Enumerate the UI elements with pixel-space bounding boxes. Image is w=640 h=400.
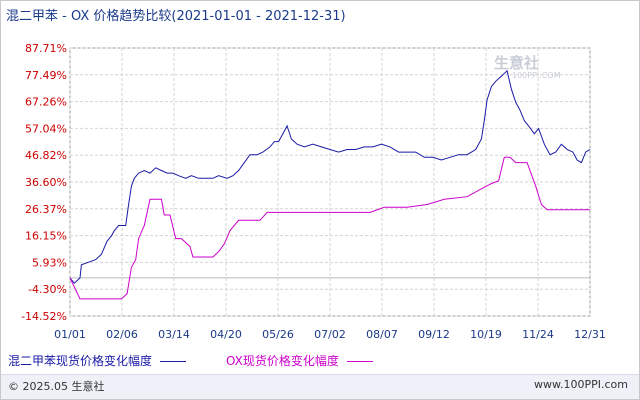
- x-tick-label: 07/02: [314, 328, 346, 341]
- watermark-logo-text: 生意社: [494, 54, 540, 72]
- y-tick-label: 57.04%: [25, 122, 67, 135]
- y-tick-label: 46.82%: [25, 149, 67, 162]
- footer-copyright: © 2025.05 生意社: [8, 380, 105, 393]
- y-tick-label: -14.52%: [21, 310, 67, 323]
- footer-bar: [1, 374, 639, 399]
- legend-swatch-series-1: [160, 361, 187, 362]
- chart-title: 混二甲苯 - OX 价格趋势比较(2021-01-01 - 2021-12-31…: [6, 9, 346, 24]
- y-axis: 87.71% 77.49% 67.26% 57.04% 46.82% 36.60% 26.3…: [21, 42, 67, 323]
- legend-label-series-1: 混二甲苯现货价格变化幅度: [8, 354, 153, 368]
- series-lines: [69, 69, 591, 300]
- x-tick-label: 09/12: [418, 328, 450, 341]
- y-tick-label: 36.60%: [25, 176, 67, 189]
- x-tick-label: 04/20: [210, 328, 242, 341]
- y-tick-label: 16.15%: [25, 230, 67, 243]
- y-tick-label: -4.30%: [28, 283, 67, 296]
- watermark-url: 100PPI.COM: [512, 71, 561, 80]
- x-tick-label: 05/26: [262, 328, 294, 341]
- chart-grid: [69, 47, 591, 317]
- legend-label-series-2: OX现货价格变化幅度: [226, 354, 339, 368]
- x-axis: 01/01 02/06 03/14 04/20 05/26 07/02 08/07 09/12…: [54, 328, 606, 341]
- y-tick-label: 87.71%: [25, 42, 67, 55]
- legend-item-series-1: 混二甲苯现货价格变化幅度: [8, 352, 187, 369]
- watermark-logo: 生意社 100PPI.COM: [494, 52, 561, 80]
- footer-url: www.100PPI.com: [534, 378, 628, 391]
- x-tick-label: 11/24: [522, 328, 554, 341]
- x-tick-label: 08/07: [366, 328, 398, 341]
- series-line-1: [69, 69, 591, 284]
- x-tick-label: 03/14: [158, 328, 190, 341]
- y-tick-label: 67.26%: [25, 96, 67, 109]
- x-tick-label: 12/31: [574, 328, 606, 341]
- y-tick-label: 5.93%: [32, 256, 67, 269]
- legend-swatch-series-2: [346, 361, 373, 362]
- x-tick-label: 10/19: [470, 328, 502, 341]
- x-tick-label: 02/06: [106, 328, 138, 341]
- y-tick-label: 77.49%: [25, 69, 67, 82]
- series-line-2: [69, 156, 590, 300]
- x-tick-label: 01/01: [54, 328, 86, 341]
- legend-item-series-2: OX现货价格变化幅度: [226, 352, 373, 369]
- y-tick-label: 26.37%: [25, 203, 67, 216]
